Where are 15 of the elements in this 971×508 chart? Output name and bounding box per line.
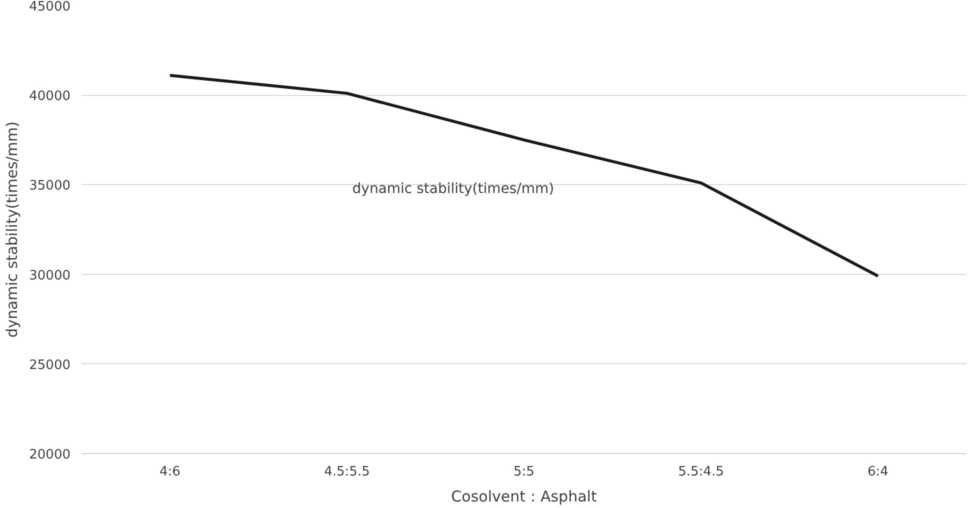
y-tick-label: 25000: [29, 358, 71, 373]
x-axis-title: Cosolvent：Asphalt: [451, 488, 597, 506]
text: dynamic stability(times/mm): [352, 181, 554, 198]
y-tick-label: 45000: [29, 0, 71, 14]
line-series: [168, 74, 880, 278]
y-tick-label: 40000: [29, 89, 71, 104]
y-tick-label: 35000: [29, 178, 71, 194]
x-tick-label: 4.5:5.5: [324, 464, 370, 480]
x-tick-label: 6:4: [868, 464, 888, 480]
y-axis-title: dynamic stability(times/mm): [3, 121, 22, 338]
x-tick-label: 4:6: [160, 464, 180, 480]
x-tick-label: 5.5:4.5: [678, 464, 724, 480]
y-tick-label: 30000: [29, 268, 71, 284]
x-tick-label: 5:5: [514, 464, 534, 480]
y-tick-label: 20000: [29, 448, 71, 462]
